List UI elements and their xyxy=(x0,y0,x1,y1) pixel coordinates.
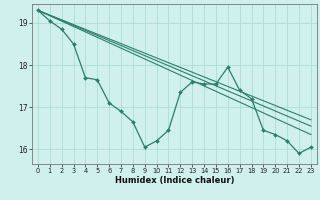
X-axis label: Humidex (Indice chaleur): Humidex (Indice chaleur) xyxy=(115,176,234,185)
